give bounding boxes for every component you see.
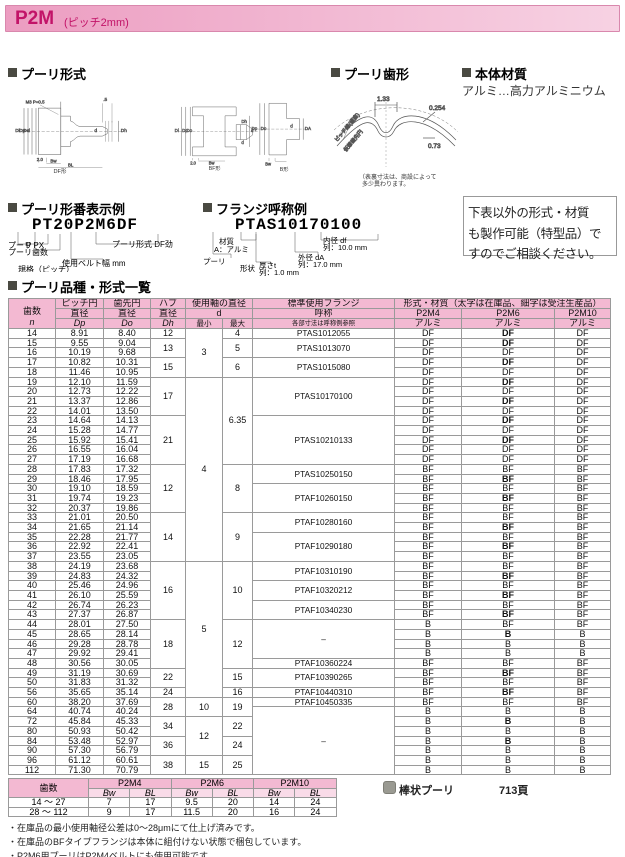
svg-text:プーリ形式 DF劲: プーリ形式 DF劲	[112, 239, 173, 249]
svg-text:使用ベルト幅 mm: 使用ベルト幅 mm	[62, 258, 126, 268]
svg-text:d: d	[94, 128, 97, 134]
svg-text:M3 P=0.5: M3 P=0.5	[26, 99, 45, 104]
svg-text:形状: 形状	[240, 263, 255, 273]
svg-text:.5: .5	[103, 97, 107, 103]
svg-text:（表裏寸法は、商設によって: （表裏寸法は、商設によって	[359, 173, 437, 181]
svg-text:BL: BL	[68, 163, 74, 168]
svg-text:Bw: Bw	[209, 161, 215, 166]
svg-text:プーリ歯数: プーリ歯数	[8, 247, 48, 257]
svg-text:DF形: DF形	[53, 167, 66, 175]
svg-text:0.73: 0.73	[428, 143, 441, 150]
svg-text:多少異わります。: 多少異わります。	[362, 180, 409, 188]
svg-text:Bw: Bw	[50, 159, 57, 164]
svg-text:A：アルミ: A：アルミ	[214, 245, 249, 254]
svg-text:Do: Do	[187, 128, 193, 133]
svg-text:d: d	[27, 128, 30, 134]
svg-text:Di: Di	[175, 128, 179, 133]
svg-text:Bw: Bw	[265, 162, 272, 167]
svg-text:d: d	[290, 124, 293, 129]
svg-text:1.33: 1.33	[377, 96, 390, 103]
svg-text:2.0: 2.0	[37, 157, 44, 162]
svg-text:0.254: 0.254	[429, 105, 446, 112]
svg-text:d: d	[241, 140, 244, 145]
svg-text:DA: DA	[305, 126, 312, 131]
svg-text:B形: B形	[280, 165, 290, 173]
svg-text:2.0: 2.0	[190, 161, 196, 166]
svg-text:列：1.0 mm: 列：1.0 mm	[259, 267, 299, 277]
svg-text:Dh: Dh	[241, 119, 247, 124]
svg-text:Dp: Dp	[252, 126, 258, 131]
svg-text:Do: Do	[261, 126, 267, 131]
svg-text:列：17.0 mm: 列：17.0 mm	[298, 259, 342, 269]
svg-text:列：10.0 mm: 列：10.0 mm	[323, 242, 367, 252]
svg-text:プーリ: プーリ	[203, 257, 226, 266]
svg-text:Dh: Dh	[121, 128, 127, 134]
